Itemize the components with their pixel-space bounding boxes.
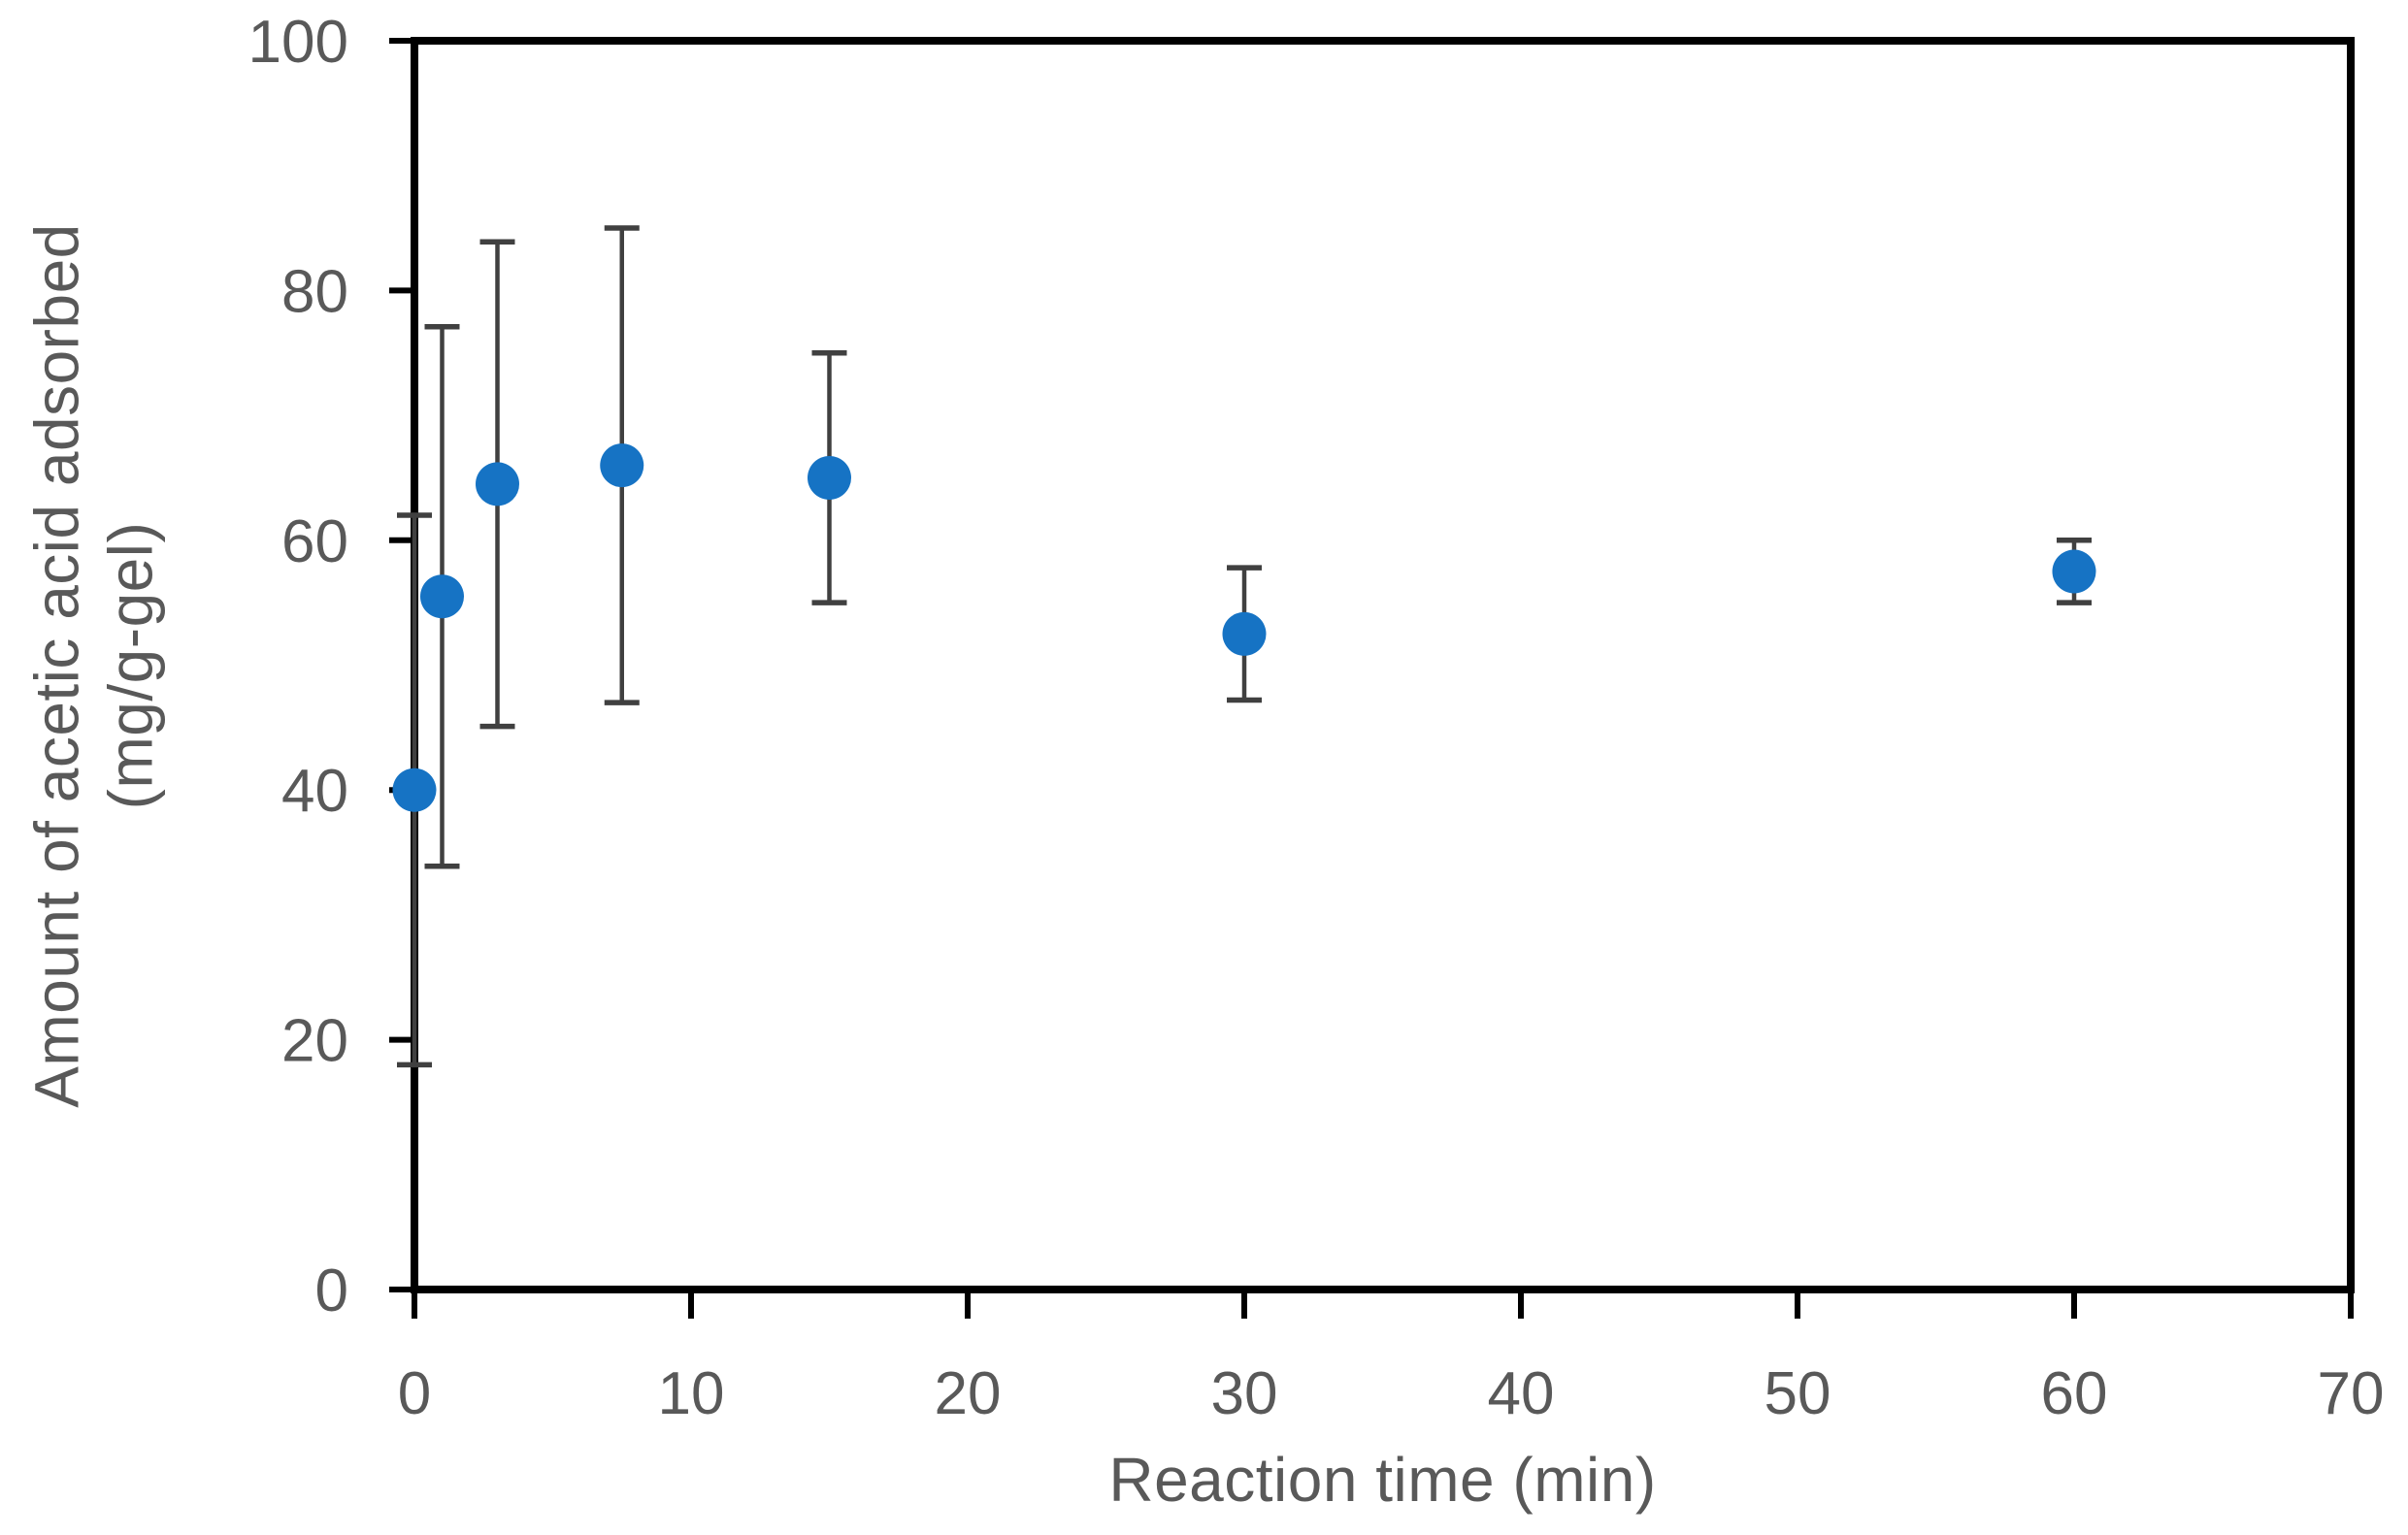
data-point-4 [808,455,851,500]
y-tick-label-3: 60 [281,508,348,575]
x-tick-label-1: 10 [658,1360,725,1427]
x-tick-label-4: 40 [1488,1360,1555,1427]
plot-border [411,37,2355,1293]
y-tick-label-2: 40 [281,758,348,825]
x-tick-label-7: 70 [2318,1360,2385,1427]
y-tick-label-4: 80 [281,258,348,325]
data-point-2 [476,462,519,506]
y-axis-title-line1: Amount of acetic acid adsorbed [21,223,92,1108]
data-point-5 [1222,611,1267,656]
data-point-0 [392,768,437,812]
y-tick-label-0: 0 [315,1257,348,1324]
x-tick-label-6: 60 [2041,1360,2108,1427]
data-point-6 [2052,549,2096,594]
y-axis-title: Amount of acetic acid adsorbed (mg/g-gel… [20,223,167,1108]
x-tick-label-3: 30 [1211,1360,1278,1427]
data-point-1 [420,574,464,619]
y-axis-title-line2: (mg/g-gel) [95,521,165,810]
y-tick-label-1: 20 [281,1008,348,1075]
data-point-3 [600,443,644,488]
x-tick-label-2: 20 [935,1360,1002,1427]
x-tick-label-0: 0 [398,1360,431,1427]
y-tick-label-5: 100 [248,9,348,76]
x-tick-label-5: 50 [1765,1360,1831,1427]
x-axis-title: Reaction time (min) [1108,1445,1657,1515]
